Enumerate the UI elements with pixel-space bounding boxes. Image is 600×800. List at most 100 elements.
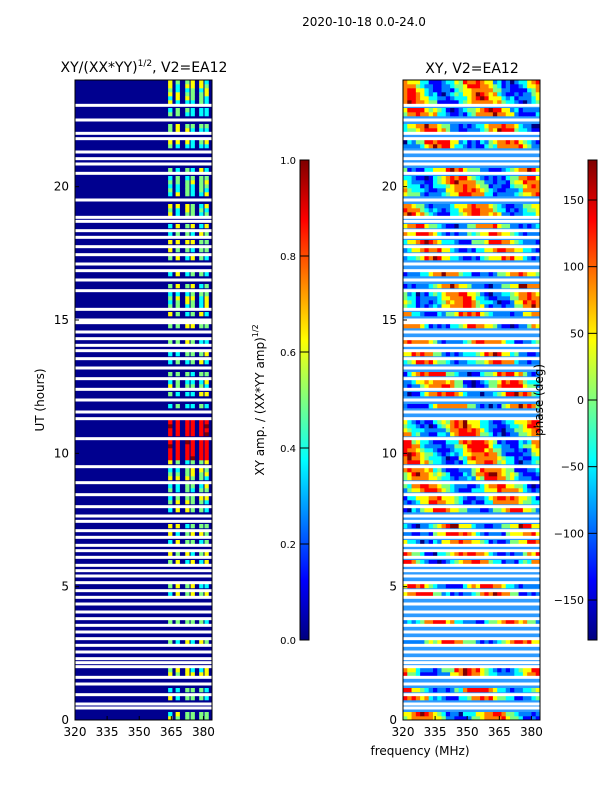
heatmap-cell xyxy=(514,424,519,429)
heatmap-cell xyxy=(505,696,511,701)
heatmap-cell xyxy=(204,188,209,193)
heatmap-cell xyxy=(510,592,515,597)
heatmap-cell xyxy=(407,240,412,245)
heatmap-cell xyxy=(497,424,502,429)
heatmap-cell xyxy=(185,112,190,117)
heatmap-cell xyxy=(415,592,421,597)
heatmap-cell xyxy=(535,300,541,305)
heatmap-cell xyxy=(437,284,442,289)
heatmap-cell xyxy=(168,240,173,245)
heatmap-cell xyxy=(420,80,425,85)
heatmap-cell xyxy=(190,372,195,377)
heatmap-cell xyxy=(415,324,421,329)
heatmap-cell xyxy=(480,168,485,173)
heatmap-cell xyxy=(497,496,502,501)
heatmap-cell xyxy=(428,532,434,537)
heatmap-cell xyxy=(185,524,190,529)
heatmap-cell xyxy=(420,448,425,453)
heatmap-cell xyxy=(199,456,204,461)
heatmap-cell xyxy=(522,392,528,397)
heatmap-cell xyxy=(501,496,507,501)
heatmap-cell xyxy=(441,140,447,145)
heatmap-cell xyxy=(168,180,173,185)
heatmap-cell xyxy=(522,124,528,129)
heatmap-cell xyxy=(505,592,511,597)
heatmap-cell xyxy=(475,640,481,645)
heatmap-cell xyxy=(420,484,425,489)
heatmap-cell xyxy=(420,688,425,693)
heatmap-cell xyxy=(488,688,494,693)
heatmap-cell xyxy=(454,100,459,105)
heatmap-cell xyxy=(432,640,438,645)
heatmap-cell xyxy=(518,224,524,229)
heatmap-cell xyxy=(185,380,190,385)
heatmap-cell xyxy=(441,312,447,317)
heatmap-cell xyxy=(437,296,442,301)
heatmap-cell xyxy=(454,168,459,173)
heatmap-cell xyxy=(168,324,173,329)
heatmap-cell xyxy=(531,144,537,149)
heatmap-cell xyxy=(462,84,468,89)
heatmap-cell xyxy=(518,124,524,129)
heatmap-cell xyxy=(437,192,442,197)
heatmap-cell xyxy=(497,124,502,129)
heatmap-cell xyxy=(445,496,451,501)
heatmap-cell xyxy=(497,212,502,217)
heatmap-cell xyxy=(480,352,485,357)
heatmap-cell xyxy=(510,532,515,537)
heatmap-cell xyxy=(505,108,511,113)
heatmap-cell xyxy=(407,180,412,185)
heatmap-cell xyxy=(522,640,528,645)
heatmap-cell xyxy=(204,456,209,461)
heatmap-cell xyxy=(514,272,519,277)
heatmap-cell xyxy=(471,488,477,493)
heatmap-cell xyxy=(407,668,412,673)
heatmap-cell xyxy=(531,392,537,397)
heatmap-cell xyxy=(428,384,434,389)
heatmap-cell xyxy=(403,128,408,133)
flagged-row xyxy=(403,219,540,223)
x-tick-label: 335 xyxy=(96,725,119,739)
heatmap-cell xyxy=(522,380,528,385)
heatmap-cell xyxy=(168,688,173,693)
heatmap-cell xyxy=(168,212,173,217)
heatmap-cell xyxy=(514,532,519,537)
heatmap-cell xyxy=(175,212,180,217)
heatmap-cell xyxy=(168,584,173,589)
heatmap-cell xyxy=(480,424,485,429)
heatmap-cell xyxy=(458,552,464,557)
heatmap-cell xyxy=(514,240,519,245)
heatmap-cell xyxy=(441,256,447,261)
heatmap-cell xyxy=(403,384,408,389)
heatmap-cell xyxy=(432,168,438,173)
flagged-row xyxy=(75,349,212,353)
heatmap-cell xyxy=(454,296,459,301)
heatmap-cell xyxy=(492,240,498,245)
heatmap-cell xyxy=(467,552,472,557)
heatmap-cell xyxy=(462,592,468,597)
heatmap-cell xyxy=(428,672,434,677)
heatmap-cell xyxy=(411,404,417,409)
heatmap-cell xyxy=(458,360,464,365)
heatmap-cell xyxy=(424,404,429,409)
heatmap-cell xyxy=(501,444,507,449)
heatmap-cell xyxy=(445,360,451,365)
heatmap-cell xyxy=(531,324,537,329)
heatmap-cell xyxy=(428,340,434,345)
heatmap-cell xyxy=(441,472,447,477)
heatmap-cell xyxy=(437,124,442,129)
heatmap-cell xyxy=(514,100,519,105)
heatmap-cell xyxy=(454,96,459,101)
heatmap-cell xyxy=(462,460,468,465)
heatmap-cell xyxy=(501,472,507,477)
heatmap-cell xyxy=(437,384,442,389)
heatmap-cell xyxy=(415,84,421,89)
heatmap-cell xyxy=(505,444,511,449)
heatmap-cell xyxy=(475,488,481,493)
heatmap-cell xyxy=(522,284,528,289)
heatmap-cell xyxy=(403,524,408,529)
heatmap-cell xyxy=(480,112,485,117)
heatmap-cell xyxy=(432,352,438,357)
heatmap-cell xyxy=(471,424,477,429)
